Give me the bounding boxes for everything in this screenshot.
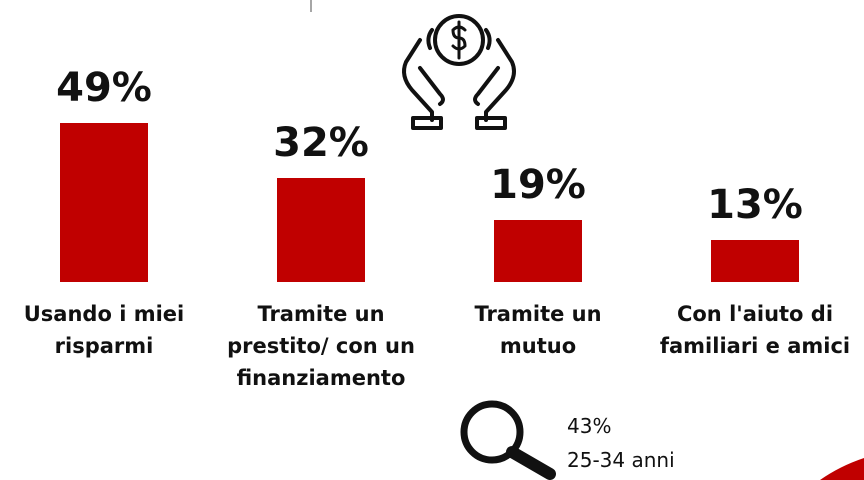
category-label: Tramite un mutuo (474, 302, 602, 358)
search-icon (460, 400, 556, 480)
value-label: 19% (490, 162, 586, 209)
value-label: 49% (56, 64, 152, 111)
annotation: 25-34 anni (567, 448, 675, 472)
category-label: Con l'aiuto di familiari e amici (659, 302, 851, 358)
bar (711, 239, 799, 282)
category-label: Usando i miei risparmi (23, 302, 185, 358)
money-hands-icon (402, 14, 516, 130)
corner-swoosh (820, 458, 864, 480)
category-label: Tramite un prestito/ con un finanziament… (227, 302, 415, 390)
bar (60, 122, 148, 282)
annotation: 43% (567, 414, 612, 438)
value-label: 13% (707, 181, 803, 228)
value-label: 32% (273, 120, 369, 166)
bar (277, 178, 365, 282)
bar (494, 220, 582, 282)
